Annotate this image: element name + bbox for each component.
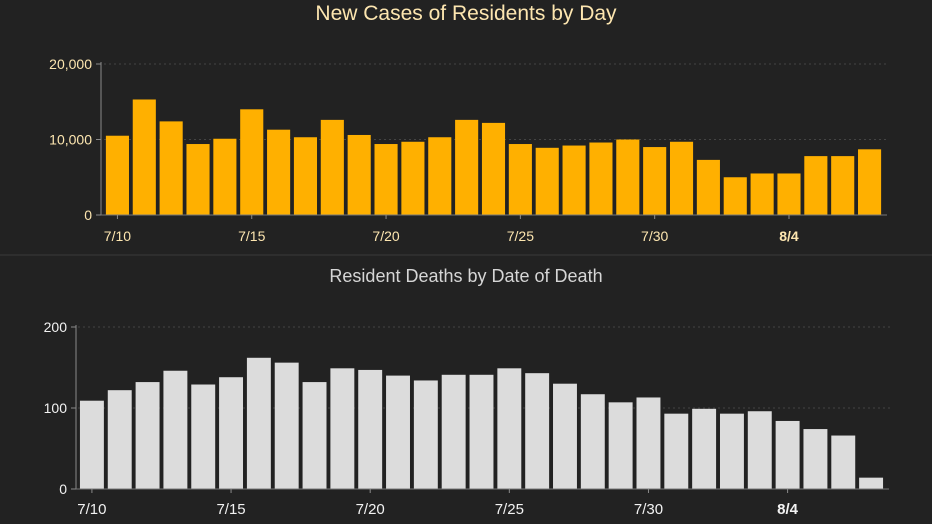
deaths-chart-panel: Resident Deaths by Date of Death 0 100 200…	[0, 256, 932, 524]
bar-7-10	[105, 135, 129, 215]
bar-7-21	[386, 375, 410, 489]
bar-7-25	[497, 368, 522, 489]
chart-title: Resident Deaths by Date of Death	[329, 266, 603, 286]
bar-7-24	[469, 374, 494, 489]
bar-7-12	[135, 382, 160, 489]
bar-7-19	[330, 368, 355, 489]
bar-7-29	[616, 139, 640, 215]
x-tick-label: 7/30	[641, 228, 668, 244]
bar-7-16	[246, 357, 271, 489]
x-tick-label: 7/20	[372, 228, 399, 244]
bar-7-23	[441, 374, 466, 489]
bar-8-6	[831, 435, 856, 489]
x-tick-label: 7/10	[104, 228, 131, 244]
bar-7-19	[347, 134, 371, 215]
deaths-chart: 0 100 200 7/10 7/15 7/20 7/25 7/30 8/4	[44, 319, 891, 518]
bar-8-1	[696, 159, 720, 215]
bar-8-5	[804, 156, 828, 215]
bar-7-11	[107, 390, 132, 489]
bar-7-28	[580, 394, 605, 489]
bar-7-20	[374, 144, 398, 215]
bar-7-11	[132, 99, 156, 215]
bar-8-3	[747, 411, 772, 489]
x-tick-label: 7/25	[495, 501, 524, 518]
bar-7-16	[267, 129, 291, 215]
bar-7-10	[79, 400, 104, 489]
bar-8-2	[723, 177, 747, 215]
bar-8-4	[775, 420, 800, 489]
x-tick-label: 7/25	[507, 228, 534, 244]
bar-7-24	[481, 122, 506, 215]
y-tick-label: 200	[44, 319, 68, 335]
x-tick-label: 8/4	[779, 228, 799, 244]
bar-7-22	[413, 380, 438, 489]
new-cases-chart-panel: New Cases of Residents by Day 0 10,000 20,…	[0, 0, 932, 254]
bar-7-28	[589, 142, 613, 215]
bar-7-26	[535, 147, 559, 215]
y-tick-label: 100	[44, 400, 68, 416]
bar-7-27	[562, 145, 586, 215]
x-tick-label: 7/15	[216, 501, 245, 518]
y-tick-label: 0	[59, 481, 67, 497]
bar-7-13	[163, 370, 188, 489]
bar-7-18	[302, 382, 327, 489]
x-tick-label: 8/4	[777, 501, 799, 518]
x-tick-label: 7/30	[634, 501, 663, 518]
bar-8-7	[859, 477, 884, 489]
bar-7-25	[508, 144, 532, 215]
x-tick-label: 7/20	[356, 501, 385, 518]
bar-8-6	[831, 156, 855, 215]
new-cases-chart: 0 10,000 20,000 7/10 7/15 7/20 7/25 7/30 8/4	[49, 56, 889, 244]
bar-7-20	[358, 369, 383, 489]
bar-7-30	[643, 147, 667, 215]
bar-7-30	[636, 397, 661, 489]
bar-7-29	[608, 402, 633, 489]
y-tick-label: 20,000	[49, 56, 92, 72]
bar-7-31	[664, 413, 689, 489]
bar-7-17	[293, 137, 318, 215]
bar-8-4	[777, 173, 801, 215]
bar-7-18	[320, 119, 344, 215]
y-tick-label: 10,000	[49, 132, 92, 148]
bar-8-7	[858, 149, 882, 215]
y-tick-label: 0	[84, 207, 92, 223]
bar-7-15	[240, 109, 264, 215]
bar-7-23	[455, 119, 479, 215]
bar-7-13	[186, 144, 210, 215]
bar-8-3	[750, 173, 774, 215]
x-tick-label: 7/10	[77, 501, 106, 518]
bar-7-14	[213, 138, 237, 215]
bar-8-2	[719, 413, 744, 489]
bar-7-14	[191, 384, 216, 489]
bar-8-5	[803, 429, 828, 489]
bar-7-31	[669, 141, 694, 215]
bar-7-27	[553, 383, 577, 489]
panel-divider	[0, 254, 932, 256]
chart-title: New Cases of Residents by Day	[315, 2, 617, 25]
bar-7-17	[274, 362, 299, 489]
bar-7-22	[428, 137, 452, 215]
bar-7-15	[219, 377, 244, 489]
x-tick-label: 7/15	[238, 228, 265, 244]
bar-7-12	[159, 121, 183, 215]
bar-7-26	[525, 373, 550, 489]
bar-8-1	[692, 408, 717, 489]
bar-7-21	[401, 141, 425, 215]
